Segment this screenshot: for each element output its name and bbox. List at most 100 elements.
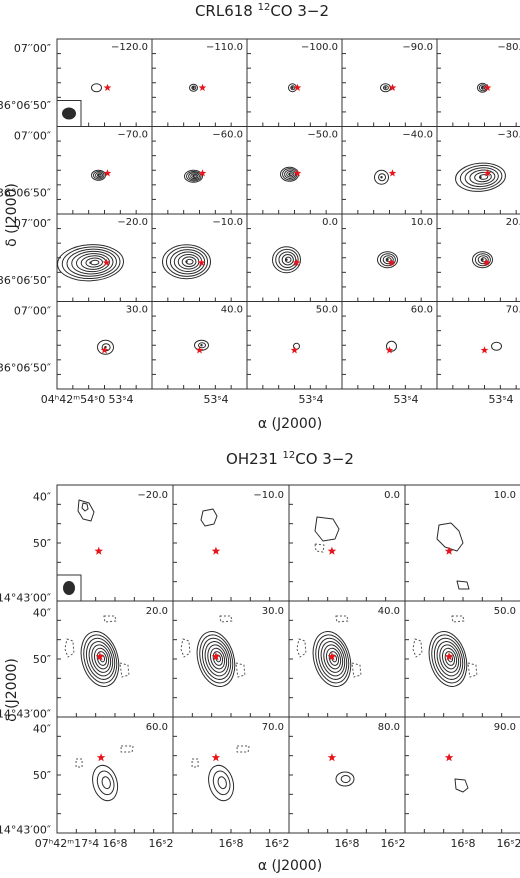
panel-frame: [288, 716, 406, 834]
emission-contour: [474, 253, 491, 267]
channel-map-panel: 0.0: [246, 213, 343, 302]
emission-contour: [188, 172, 200, 181]
emission-contour: [93, 647, 110, 670]
emission-contour: [162, 244, 211, 280]
red-star-icon: [483, 169, 492, 177]
emission-contour: [207, 644, 228, 673]
peak-dot: [285, 258, 288, 261]
peak-dot: [291, 86, 294, 89]
emission-contour: [272, 246, 301, 274]
emission-contour: [477, 255, 489, 265]
velocity-label: 80.0: [378, 722, 400, 733]
emission-contour: [431, 634, 466, 684]
emission-contour: [428, 631, 468, 687]
ra-tick-label: 53ˢ4: [393, 393, 418, 406]
emission-contour: [472, 251, 493, 269]
peak-dot: [192, 175, 195, 178]
peak-dot: [200, 344, 203, 347]
peak-dot: [481, 258, 484, 261]
peak-dot: [288, 173, 291, 176]
emission-contour: [93, 171, 105, 180]
velocity-label: −60.0: [212, 130, 243, 141]
emission-contour: [212, 770, 231, 796]
ra-tick-label: 53ˢ4: [488, 393, 513, 406]
negative-contour: [75, 758, 83, 768]
emission-contour: [386, 340, 397, 352]
emission-contour: [441, 647, 458, 670]
emission-contour: [290, 85, 296, 91]
red-star-icon: [482, 258, 491, 266]
oh231-xaxis-label: α (J2000): [258, 858, 322, 874]
emission-contour: [71, 250, 114, 275]
emission-contour: [315, 634, 350, 684]
emission-contour: [325, 647, 342, 670]
emission-contour: [97, 339, 114, 355]
emission-contour: [95, 172, 104, 179]
velocity-label: −10.0: [253, 490, 284, 501]
ra-tick-label: 16ˢ8: [102, 837, 127, 850]
dec-tick-label: 40″: [33, 491, 51, 504]
velocity-label: 40.0: [378, 606, 400, 617]
emission-contour: [189, 83, 198, 92]
emission-contour: [474, 171, 492, 183]
velocity-label: 0.0: [384, 490, 400, 501]
channel-map-panel: −80.0: [436, 38, 520, 127]
emission-contour: [382, 85, 389, 91]
emission-contour: [80, 631, 120, 687]
negative-contour: [412, 638, 423, 658]
emission-contour: [286, 170, 295, 178]
velocity-label: −120.0: [111, 42, 148, 53]
velocity-label: −20.0: [137, 490, 168, 501]
channel-map-panel: 20.0: [436, 213, 520, 302]
dec-tick-label: −14°43′00″: [0, 824, 51, 837]
negative-contour: [235, 662, 246, 678]
emission-contour: [284, 169, 296, 179]
emission-contour: [91, 644, 112, 673]
velocity-label: 90.0: [494, 722, 516, 733]
channel-map-panel: 50.0: [404, 600, 520, 718]
dec-tick-label: 50″: [33, 537, 51, 550]
channel-map-panel: 30.0: [56, 301, 153, 390]
dec-tick-label: 07′′00″: [14, 130, 51, 143]
emission-contour: [92, 764, 119, 802]
emission-contour: [436, 641, 462, 677]
red-star-icon: [293, 169, 302, 177]
channel-map-panel: 40.0: [151, 301, 248, 390]
channel-map-panel: −30.0: [436, 126, 520, 215]
emission-contour: [204, 641, 230, 677]
crl618-xaxis-label: α (J2000): [258, 416, 322, 432]
ra-tick-label: 53ˢ4: [298, 393, 323, 406]
velocity-label: −10.0: [212, 217, 243, 228]
emission-contour: [81, 502, 89, 512]
emission-contour: [459, 164, 503, 190]
emission-contour: [439, 644, 460, 673]
negative-contour: [191, 758, 199, 768]
velocity-label: 0.0: [322, 217, 338, 228]
red-star-icon: [385, 346, 394, 354]
dec-tick-label: 36°06′50″: [0, 99, 51, 112]
velocity-label: 50.0: [316, 305, 338, 316]
oh231-channel-grid: −20.0 −10.0 0.0 10.0 20.0 30.0 40.0 50.0 60.0 70.…: [0, 484, 520, 850]
red-star-icon: [195, 346, 204, 354]
channel-map-panel: −90.0: [341, 38, 438, 127]
emission-contour: [85, 257, 103, 268]
emission-contour: [278, 251, 297, 269]
emission-contour: [184, 169, 203, 183]
emission-contour: [455, 162, 506, 192]
emission-contour: [85, 637, 116, 680]
red-star-icon: [480, 346, 489, 354]
red-star-icon: [290, 346, 299, 354]
beam-ellipse-icon: [62, 107, 76, 120]
channel-map-panel: 70.0: [436, 301, 520, 390]
dec-tick-label: 07′′00″: [14, 42, 51, 55]
red-star-icon: [103, 83, 112, 91]
peak-dot: [380, 176, 383, 179]
emission-contour: [320, 641, 346, 677]
channel-map-panel: 70.0: [172, 716, 290, 834]
velocity-label: 60.0: [146, 722, 168, 733]
emission-contour: [91, 83, 102, 93]
emission-contour: [436, 522, 464, 552]
negative-contour: [119, 662, 130, 678]
emission-contour: [469, 169, 496, 185]
channel-map-panel: 50.0: [246, 301, 343, 390]
